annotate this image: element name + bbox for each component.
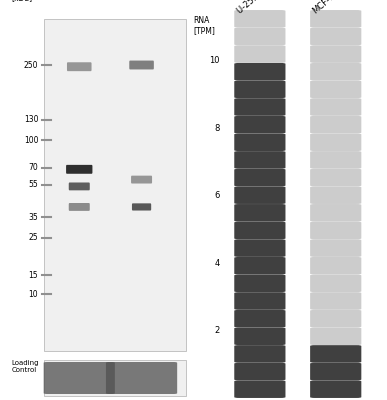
FancyBboxPatch shape [310, 45, 361, 63]
Text: RNA
[TPM]: RNA [TPM] [194, 16, 216, 35]
FancyBboxPatch shape [310, 80, 361, 98]
FancyBboxPatch shape [310, 380, 361, 398]
FancyBboxPatch shape [69, 182, 90, 190]
FancyBboxPatch shape [234, 10, 286, 28]
FancyBboxPatch shape [106, 362, 177, 394]
FancyBboxPatch shape [234, 169, 286, 186]
Text: 250: 250 [24, 60, 38, 70]
Text: 15: 15 [29, 271, 38, 280]
FancyBboxPatch shape [310, 151, 361, 169]
FancyBboxPatch shape [234, 28, 286, 45]
FancyBboxPatch shape [234, 257, 286, 274]
FancyBboxPatch shape [310, 292, 361, 310]
FancyBboxPatch shape [234, 80, 286, 98]
FancyBboxPatch shape [310, 10, 361, 28]
Text: 130: 130 [24, 115, 38, 124]
FancyBboxPatch shape [67, 62, 92, 71]
Text: High: High [70, 368, 89, 377]
FancyBboxPatch shape [310, 239, 361, 257]
FancyBboxPatch shape [310, 28, 361, 45]
FancyBboxPatch shape [310, 328, 361, 345]
Text: 55: 55 [29, 180, 38, 189]
FancyBboxPatch shape [234, 363, 286, 380]
FancyBboxPatch shape [310, 204, 361, 222]
FancyBboxPatch shape [234, 134, 286, 151]
FancyBboxPatch shape [234, 222, 286, 239]
FancyBboxPatch shape [44, 19, 186, 350]
Text: 10: 10 [209, 56, 220, 65]
FancyBboxPatch shape [310, 186, 361, 204]
FancyBboxPatch shape [234, 204, 286, 222]
Text: 4: 4 [215, 258, 220, 268]
FancyBboxPatch shape [234, 63, 286, 80]
FancyBboxPatch shape [44, 360, 186, 396]
FancyBboxPatch shape [310, 63, 361, 80]
FancyBboxPatch shape [131, 176, 152, 184]
Text: [kDa]: [kDa] [12, 0, 33, 2]
FancyBboxPatch shape [234, 186, 286, 204]
FancyBboxPatch shape [69, 203, 90, 211]
FancyBboxPatch shape [310, 345, 361, 363]
Text: 10: 10 [29, 290, 38, 299]
FancyBboxPatch shape [234, 328, 286, 345]
FancyBboxPatch shape [234, 45, 286, 63]
Text: 8: 8 [215, 124, 220, 132]
FancyBboxPatch shape [234, 239, 286, 257]
FancyBboxPatch shape [234, 310, 286, 328]
FancyBboxPatch shape [310, 116, 361, 134]
Text: 25: 25 [29, 233, 38, 242]
FancyBboxPatch shape [234, 274, 286, 292]
FancyBboxPatch shape [132, 203, 151, 210]
FancyBboxPatch shape [310, 363, 361, 380]
Text: 35: 35 [29, 213, 38, 222]
FancyBboxPatch shape [66, 165, 92, 174]
FancyBboxPatch shape [234, 380, 286, 398]
Text: 100: 100 [24, 136, 38, 145]
FancyBboxPatch shape [310, 169, 361, 186]
FancyBboxPatch shape [310, 98, 361, 116]
FancyBboxPatch shape [129, 60, 154, 70]
Text: Loading
Control: Loading Control [12, 360, 39, 373]
Text: Low: Low [132, 368, 148, 377]
FancyBboxPatch shape [234, 116, 286, 134]
FancyBboxPatch shape [234, 151, 286, 169]
FancyBboxPatch shape [234, 345, 286, 363]
Text: 2: 2 [215, 326, 220, 335]
FancyBboxPatch shape [310, 134, 361, 151]
FancyBboxPatch shape [310, 257, 361, 274]
FancyBboxPatch shape [310, 310, 361, 328]
Text: U-251 MG: U-251 MG [235, 0, 272, 16]
Text: 6: 6 [215, 191, 220, 200]
FancyBboxPatch shape [310, 274, 361, 292]
Text: 70: 70 [29, 163, 38, 172]
FancyBboxPatch shape [310, 222, 361, 239]
FancyBboxPatch shape [44, 362, 115, 394]
FancyBboxPatch shape [234, 292, 286, 310]
Text: MCF-7: MCF-7 [311, 0, 337, 16]
FancyBboxPatch shape [234, 98, 286, 116]
